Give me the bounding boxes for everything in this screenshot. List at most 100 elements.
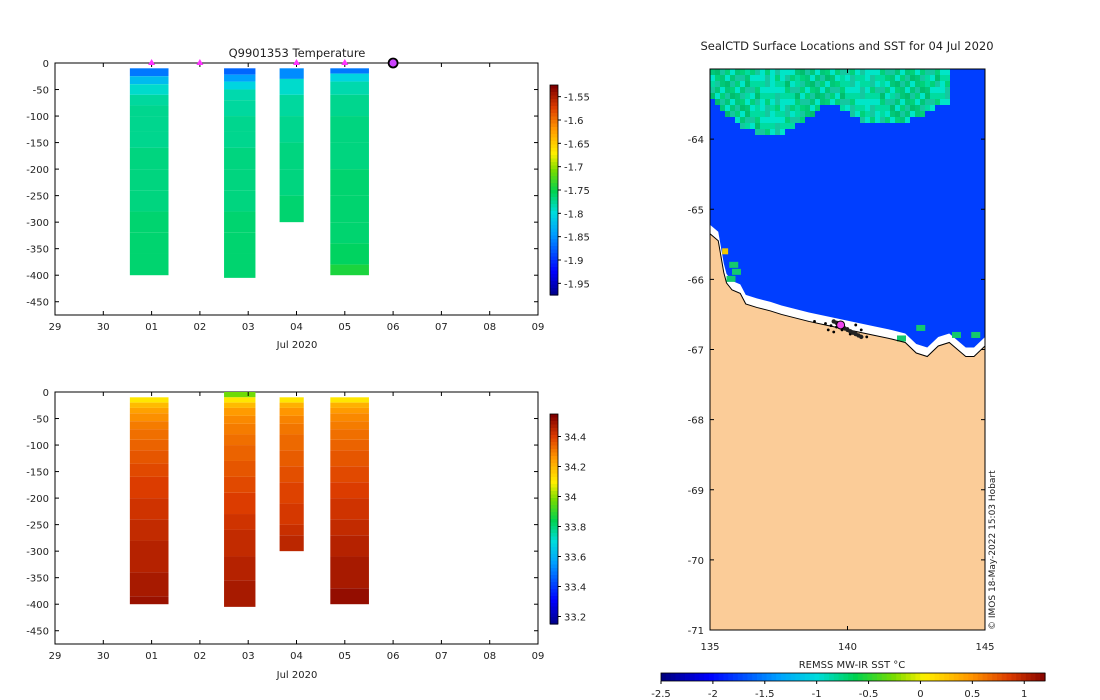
colorbar-segment	[550, 225, 558, 230]
profile-4-cell	[330, 73, 369, 82]
sst-colorbar-segment	[934, 673, 940, 681]
ice-edge-sst-cell	[810, 75, 815, 81]
ice-edge-sst-cell	[855, 87, 860, 93]
ice-edge-sst-cell	[860, 81, 865, 87]
ice-edge-sst-cell	[760, 105, 765, 111]
sst-colorbar-segment	[867, 673, 873, 681]
ice-edge-sst-cell	[935, 75, 940, 81]
colorbar-segment	[550, 589, 558, 594]
profile-4-cell	[330, 556, 369, 589]
ice-edge-sst-cell	[765, 81, 770, 87]
x-tick-label: 04	[290, 322, 303, 333]
x-tick-label: 30	[97, 651, 110, 662]
profile-3-cell	[279, 397, 304, 403]
ice-edge-sst-cell	[820, 87, 825, 93]
sst-colorbar-segment	[920, 673, 926, 681]
ice-edge-sst-cell	[935, 81, 940, 87]
ice-edge-sst-cell	[755, 111, 760, 117]
ice-edge-sst-cell	[815, 87, 820, 93]
ice-edge-sst-cell	[800, 93, 805, 99]
sst-colorbar-segment	[699, 673, 705, 681]
profile-1-cell	[129, 94, 169, 106]
colorbar-segment	[550, 568, 558, 573]
ice-edge-sst-cell	[920, 111, 925, 117]
ctd-position	[865, 335, 869, 339]
ice-edge-sst-cell	[895, 99, 900, 105]
ice-edge-sst-cell	[775, 105, 780, 111]
profile-1-cell	[129, 463, 169, 477]
ice-edge-sst-cell	[735, 87, 740, 93]
ice-edge-sst-cell	[940, 87, 945, 93]
colorbar-segment	[550, 183, 558, 188]
profile-3-cell	[279, 195, 304, 223]
colorbar-segment	[550, 603, 558, 608]
ice-edge-sst-cell	[905, 87, 910, 93]
colorbar-segment	[550, 617, 558, 622]
ice-edge-sst-cell	[800, 81, 805, 87]
colorbar-segment	[550, 470, 558, 475]
ice-edge-sst-cell	[785, 99, 790, 105]
colorbar-tick-label: 33.8	[564, 523, 586, 534]
ice-edge-sst-cell	[780, 123, 785, 129]
ice-edge-sst-cell	[795, 105, 800, 111]
ice-edge-sst-cell	[765, 129, 770, 135]
sst-colorbar-segment	[689, 673, 696, 681]
ice-edge-sst-cell	[735, 105, 740, 111]
x-tick-label: 08	[483, 322, 496, 333]
ice-edge-sst-cell	[915, 69, 920, 75]
sst-colorbar-segment	[757, 673, 763, 681]
ice-edge-sst-cell	[875, 105, 880, 111]
x-tick-label: 02	[194, 651, 207, 662]
colorbar-segment	[550, 596, 558, 601]
ice-edge-sst-cell	[720, 69, 725, 75]
profile-2-cell	[224, 407, 256, 416]
profile-2-cell	[224, 434, 256, 446]
ice-edge-sst-cell	[785, 123, 790, 129]
ice-edge-sst-cell	[770, 123, 775, 129]
ice-edge-sst-cell	[805, 111, 810, 117]
sst-colorbar-tick-label: -1.5	[755, 689, 775, 700]
ice-edge-sst-cell	[780, 81, 785, 87]
ice-edge-sst-cell	[730, 69, 735, 75]
ice-edge-sst-cell	[745, 87, 750, 93]
x-tick-label: 03	[242, 651, 255, 662]
profile-4-cell	[330, 535, 369, 557]
profile-1-cell	[129, 68, 169, 77]
ice-edge-sst-cell	[790, 105, 795, 111]
ice-edge-sst-cell	[905, 111, 910, 117]
profile-1-cell	[129, 232, 169, 254]
sst-colorbar-outline	[660, 672, 1046, 682]
colorbar-segment	[550, 144, 558, 149]
colorbar-segment	[550, 256, 558, 261]
sst-colorbar-segment	[809, 673, 816, 681]
profile-3-cell	[279, 535, 304, 552]
ice-edge-sst-cell	[730, 75, 735, 81]
profile-2-cell	[224, 514, 256, 530]
ice-edge-sst-cell	[885, 105, 890, 111]
ice-edge-sst-cell	[865, 111, 870, 117]
colorbar-segment	[550, 106, 558, 111]
profile-2-cell	[224, 81, 256, 90]
ice-edge-sst-cell	[840, 93, 845, 99]
colorbar-segment	[550, 480, 558, 485]
ice-edge-sst-cell	[825, 99, 830, 105]
ice-edge-sst-cell	[765, 87, 770, 93]
ice-edge-sst-cell	[735, 117, 740, 123]
ice-edge-sst-cell	[790, 117, 795, 123]
profile-1-cell	[129, 498, 169, 520]
warm-sst-cell	[722, 248, 729, 255]
ice-edge-sst-cell	[840, 69, 845, 75]
ice-edge-sst-cell	[755, 93, 760, 99]
ice-edge-sst-cell	[775, 69, 780, 75]
ice-edge-sst-cell	[895, 75, 900, 81]
ice-edge-sst-cell	[815, 93, 820, 99]
ice-edge-sst-cell	[740, 87, 745, 93]
ice-edge-sst-cell	[770, 93, 775, 99]
ice-edge-sst-cell	[925, 93, 930, 99]
colorbar-segment	[550, 466, 558, 471]
ice-edge-sst-cell	[720, 99, 725, 105]
profile-4-cell	[330, 429, 369, 440]
colorbar-segment	[550, 449, 558, 454]
y-tick-label: 0	[43, 388, 49, 399]
ice-edge-sst-cell	[870, 99, 875, 105]
